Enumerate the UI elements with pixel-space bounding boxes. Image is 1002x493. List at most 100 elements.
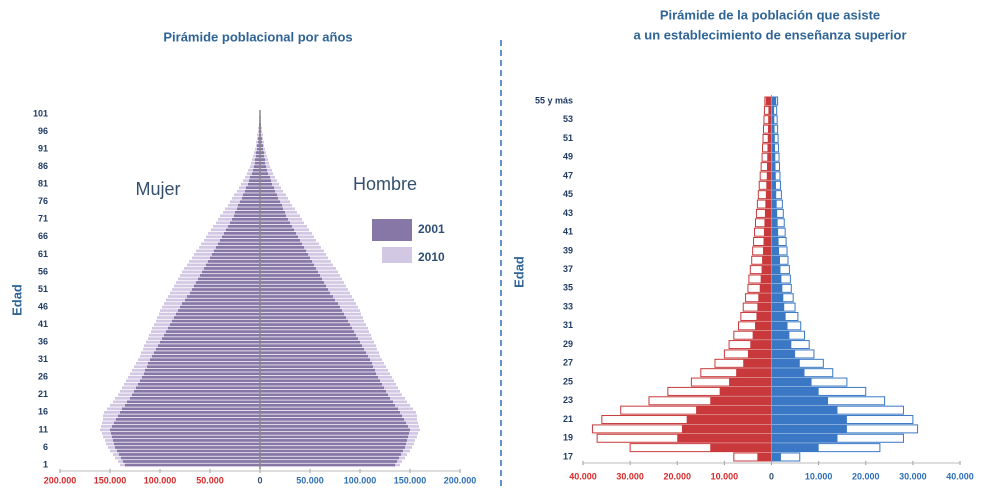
bar — [168, 326, 260, 330]
bar — [771, 143, 776, 152]
bar — [132, 393, 260, 397]
annotation: Mujer — [135, 179, 180, 199]
x-tick-label: 100.000 — [144, 475, 177, 485]
bar — [771, 349, 796, 358]
bar — [260, 375, 378, 379]
bar — [771, 424, 847, 433]
bar — [260, 175, 270, 179]
bar — [245, 189, 260, 193]
bar — [260, 217, 288, 221]
bar — [260, 172, 268, 176]
bar — [771, 209, 778, 218]
y-tick-label: 66 — [38, 231, 48, 241]
bar — [200, 274, 260, 277]
bar — [260, 193, 277, 197]
bar — [260, 393, 388, 397]
bar — [115, 446, 260, 449]
bar — [260, 277, 322, 281]
bar — [260, 361, 372, 365]
bar — [148, 361, 260, 365]
bar — [122, 407, 260, 411]
bar — [260, 144, 263, 147]
bar — [255, 158, 260, 161]
bar — [242, 196, 260, 200]
x-tick-label: 50.000 — [196, 475, 224, 485]
bar — [260, 330, 354, 333]
bar — [771, 368, 805, 377]
x-tick-label: 10.000 — [805, 471, 833, 481]
bar — [256, 151, 260, 154]
bar — [237, 207, 260, 211]
bar — [260, 411, 400, 414]
bar — [230, 221, 260, 225]
x-tick-label: 0 — [769, 471, 774, 481]
x-tick-label: 40.000 — [569, 471, 597, 481]
bar — [130, 396, 260, 400]
bar — [736, 368, 772, 377]
bar — [243, 193, 260, 197]
bar — [766, 181, 772, 190]
bar — [260, 242, 302, 246]
bar — [771, 181, 776, 190]
bar — [771, 443, 819, 452]
bar — [743, 359, 772, 368]
bar — [260, 182, 272, 186]
bar — [257, 147, 260, 151]
bar — [260, 246, 304, 249]
bar — [228, 224, 260, 228]
bar — [771, 293, 784, 302]
bar — [116, 418, 260, 421]
bar — [170, 323, 260, 326]
bar — [156, 347, 260, 351]
x-tick-label: 40.000 — [946, 471, 974, 481]
bar — [771, 153, 776, 162]
bar — [763, 237, 772, 246]
y-tick-label: 86 — [38, 161, 48, 171]
bar — [214, 249, 260, 253]
bar — [260, 309, 342, 312]
bar — [757, 303, 772, 312]
bar — [260, 203, 282, 207]
bar — [246, 186, 260, 190]
bar — [260, 305, 340, 309]
bar — [224, 231, 260, 235]
bar — [763, 228, 772, 237]
bar — [771, 237, 779, 246]
bar — [260, 137, 262, 140]
bar — [206, 263, 260, 267]
bar — [260, 333, 356, 337]
bar — [202, 270, 260, 274]
bar — [771, 125, 775, 134]
bar — [249, 179, 260, 183]
bar — [260, 151, 264, 154]
bar — [145, 368, 260, 372]
y-tick-label: 46 — [38, 301, 48, 311]
bar — [260, 281, 324, 284]
bar — [764, 209, 772, 218]
y-tick-label: 25 — [563, 376, 573, 386]
bar — [771, 190, 777, 199]
bar — [234, 214, 260, 218]
bar — [771, 115, 775, 124]
bar — [260, 200, 280, 204]
bar — [768, 106, 772, 115]
bar — [260, 270, 318, 274]
bar — [182, 302, 260, 305]
bar — [253, 168, 260, 172]
bar — [771, 200, 777, 209]
bar — [220, 239, 260, 242]
bar — [260, 214, 286, 218]
bar — [771, 256, 780, 265]
y-tick-label: 26 — [38, 372, 48, 382]
bar — [762, 256, 772, 265]
bar — [154, 351, 260, 355]
bar — [260, 295, 333, 298]
bar — [260, 368, 375, 372]
legend-label: 2001 — [418, 222, 445, 236]
bar — [260, 358, 370, 362]
bar — [260, 168, 267, 172]
bar — [771, 331, 790, 340]
bar — [260, 428, 410, 432]
bar — [771, 106, 775, 115]
